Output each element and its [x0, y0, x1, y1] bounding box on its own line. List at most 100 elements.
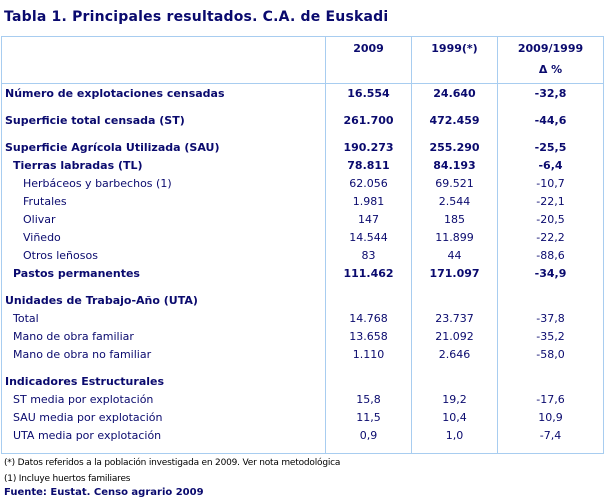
value-1999: 11.899	[411, 228, 498, 246]
value-delta: -17,6	[497, 390, 604, 408]
value-2009	[325, 372, 412, 390]
value-delta: 10,9	[497, 408, 604, 426]
row-label: Frutales	[23, 194, 67, 208]
value-1999: 472.459	[411, 111, 498, 129]
table-row: Tierras labradas (TL) 78.811 84.193 -6,4	[2, 156, 604, 174]
spacer-row	[2, 444, 604, 454]
value-delta: -32,8	[497, 83, 604, 102]
value-2009: 16.554	[325, 83, 412, 102]
results-table: 2009 1999(*) 2009/1999 Δ % Número de expl…	[1, 36, 604, 454]
row-label: Tierras labradas (TL)	[13, 158, 143, 172]
value-2009: 261.700	[325, 111, 412, 129]
table-row: Mano de obra no familiar 1.110 2.646 -58,0	[2, 345, 604, 363]
value-delta: -25,5	[497, 138, 604, 156]
value-1999: 44	[411, 246, 498, 264]
table-row: Viñedo 14.544 11.899 -22,2	[2, 228, 604, 246]
value-delta: -7,4	[497, 426, 604, 444]
spacer-row	[2, 102, 604, 111]
value-1999: 185	[411, 210, 498, 228]
table-row: Otros leñosos 83 44 -88,6	[2, 246, 604, 264]
value-delta: -22,2	[497, 228, 604, 246]
table-row: Frutales 1.981 2.544 -22,1	[2, 192, 604, 210]
value-2009: 0,9	[325, 426, 412, 444]
value-2009	[325, 291, 412, 309]
row-label: Otros leñosos	[23, 248, 98, 262]
value-delta: -20,5	[497, 210, 604, 228]
table-row: Unidades de Trabajo-Año (UTA)	[2, 291, 604, 309]
value-2009: 14.768	[325, 309, 412, 327]
table-row: UTA media por explotación 0,9 1,0 -7,4	[2, 426, 604, 444]
value-1999: 84.193	[411, 156, 498, 174]
table-row: Superficie Agrícola Utilizada (SAU) 190.2…	[2, 138, 604, 156]
value-2009: 83	[325, 246, 412, 264]
row-label: Número de explotaciones censadas	[5, 86, 225, 100]
row-label: Herbáceos y barbechos (1)	[23, 176, 172, 190]
value-1999: 19,2	[411, 390, 498, 408]
source-note: Fuente: Eustat. Censo agrario 2009	[4, 487, 204, 498]
row-label: Unidades de Trabajo-Año (UTA)	[5, 293, 198, 307]
row-label: Olivar	[23, 212, 56, 226]
value-2009: 1.110	[325, 345, 412, 363]
value-2009: 15,8	[325, 390, 412, 408]
table-row: Número de explotaciones censadas 16.554 24…	[2, 83, 604, 102]
value-1999	[411, 372, 498, 390]
value-2009: 13.658	[325, 327, 412, 345]
value-1999: 255.290	[411, 138, 498, 156]
header-blank	[1, 36, 326, 84]
value-2009: 62.056	[325, 174, 412, 192]
table-row: Indicadores Estructurales	[2, 372, 604, 390]
table-row: ST media por explotación 15,8 19,2 -17,6	[2, 390, 604, 408]
value-delta: -22,1	[497, 192, 604, 210]
value-2009: 78.811	[325, 156, 412, 174]
table-row: SAU media por explotación 11,5 10,4 10,9	[2, 408, 604, 426]
value-1999: 10,4	[411, 408, 498, 426]
value-2009: 14.544	[325, 228, 412, 246]
value-delta	[497, 291, 604, 309]
value-delta: -10,7	[497, 174, 604, 192]
row-label: Indicadores Estructurales	[5, 374, 165, 388]
row-label: Superficie Agrícola Utilizada (SAU)	[5, 140, 220, 154]
row-label: Superficie total censada (ST)	[5, 113, 185, 127]
row-label: Total	[13, 311, 39, 325]
table-row: Superficie total censada (ST) 261.700 472.…	[2, 111, 604, 129]
value-delta: -34,9	[497, 264, 604, 282]
row-label: Viñedo	[23, 230, 61, 244]
footnote-1999: (*) Datos referidos a la población inves…	[4, 458, 341, 468]
table-row: Total 14.768 23.737 -37,8	[2, 309, 604, 327]
header-row: 2009 1999(*) 2009/1999 Δ %	[1, 36, 604, 84]
value-1999: 23.737	[411, 309, 498, 327]
value-1999: 69.521	[411, 174, 498, 192]
header-delta: 2009/1999 Δ %	[497, 36, 604, 84]
value-1999: 21.092	[411, 327, 498, 345]
value-delta: -37,8	[497, 309, 604, 327]
value-delta: -6,4	[497, 156, 604, 174]
row-label: Mano de obra familiar	[13, 329, 134, 343]
row-label: Mano de obra no familiar	[13, 347, 152, 361]
row-label: SAU media por explotación	[13, 410, 163, 424]
value-2009: 111.462	[325, 264, 412, 282]
table-row: Herbáceos y barbechos (1) 62.056 69.521 -10…	[2, 174, 604, 192]
value-1999: 2.646	[411, 345, 498, 363]
value-1999: 24.640	[411, 83, 498, 102]
spacer-row	[2, 282, 604, 291]
footnote-huertos: (1) Incluye huertos familiares	[4, 474, 131, 484]
value-delta	[497, 372, 604, 390]
spacer-row	[2, 363, 604, 372]
value-delta: -35,2	[497, 327, 604, 345]
table-row: Mano de obra familiar 13.658 21.092 -35,2	[2, 327, 604, 345]
table-row: Pastos permanentes 111.462 171.097 -34,9	[2, 264, 604, 282]
value-delta: -58,0	[497, 345, 604, 363]
header-1999: 1999(*)	[411, 36, 498, 84]
table-row: Olivar 147 185 -20,5	[2, 210, 604, 228]
value-delta: -44,6	[497, 111, 604, 129]
value-1999: 1,0	[411, 426, 498, 444]
table-title: Tabla 1. Principales resultados. C.A. de…	[4, 9, 389, 25]
value-2009: 147	[325, 210, 412, 228]
value-1999	[411, 291, 498, 309]
value-2009: 190.273	[325, 138, 412, 156]
value-1999: 171.097	[411, 264, 498, 282]
value-1999: 2.544	[411, 192, 498, 210]
spacer-row	[2, 129, 604, 138]
row-label: UTA media por explotación	[13, 428, 162, 442]
row-label: Pastos permanentes	[13, 266, 140, 280]
